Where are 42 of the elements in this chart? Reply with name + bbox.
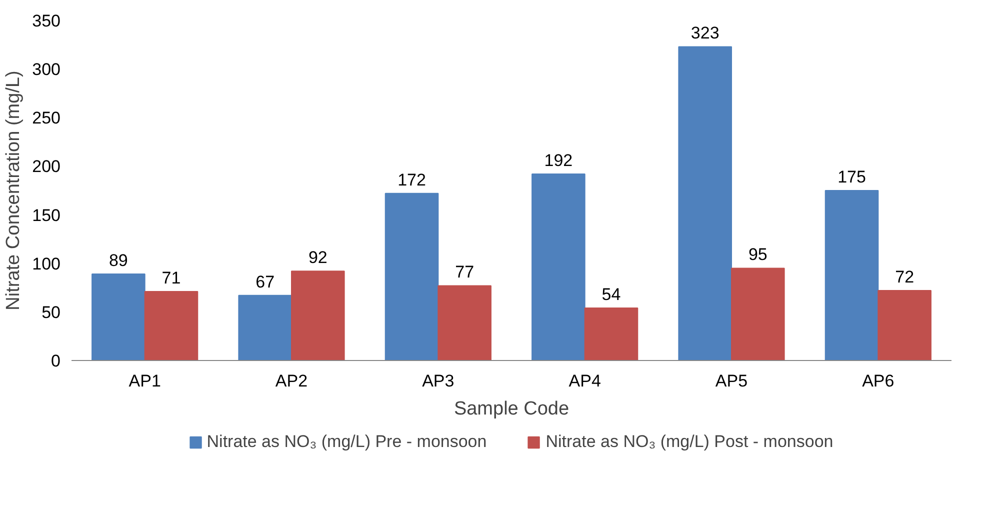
y-tick-label: 200 bbox=[32, 157, 61, 176]
x-tick-label: AP4 bbox=[568, 372, 601, 390]
legend-label: Nitrate as NO₃ (mg/L) Post - monsoon bbox=[546, 432, 834, 452]
data-label: 89 bbox=[108, 251, 128, 270]
x-tick-label: AP2 bbox=[275, 372, 308, 390]
bar bbox=[291, 270, 345, 360]
bar bbox=[584, 308, 638, 360]
data-label: 172 bbox=[398, 170, 426, 190]
bar bbox=[144, 291, 198, 360]
x-tick-label: AP5 bbox=[715, 372, 748, 390]
y-tick-label: 250 bbox=[32, 108, 61, 128]
bar bbox=[878, 290, 932, 360]
y-tick-label: 150 bbox=[32, 206, 61, 225]
data-label: 92 bbox=[308, 248, 328, 268]
bar bbox=[824, 190, 879, 360]
x-tick-label: AP6 bbox=[862, 372, 894, 390]
x-tick-label: AP3 bbox=[422, 372, 454, 390]
data-label: 71 bbox=[162, 268, 181, 288]
y-tick-label: 350 bbox=[32, 12, 61, 30]
bar bbox=[731, 268, 785, 360]
data-label: 175 bbox=[838, 168, 866, 186]
data-label: 77 bbox=[455, 262, 474, 282]
data-label: 323 bbox=[690, 24, 720, 43]
bar bbox=[384, 192, 439, 360]
y-tick-label: 0 bbox=[51, 352, 61, 370]
x-axis-title: Sample Code bbox=[454, 398, 570, 420]
data-label: 54 bbox=[602, 285, 621, 304]
data-label: 192 bbox=[544, 150, 573, 170]
y-tick-label: 100 bbox=[32, 254, 61, 274]
x-tick-label: AP1 bbox=[128, 372, 161, 390]
bar bbox=[532, 173, 586, 360]
bar bbox=[438, 285, 492, 360]
bar bbox=[238, 294, 292, 360]
data-label: 95 bbox=[748, 245, 768, 264]
legend-label: Nitrate as NO₃ (mg/L) Pre - monsoon bbox=[206, 432, 487, 452]
bar bbox=[92, 274, 146, 360]
data-label: 67 bbox=[256, 272, 275, 292]
y-tick-label: 300 bbox=[32, 60, 61, 80]
y-tick-label: 50 bbox=[42, 302, 61, 322]
data-label: 72 bbox=[895, 268, 914, 287]
y-axis-title: Nitrate Concentration (mg/L) bbox=[3, 70, 24, 310]
bar bbox=[678, 46, 732, 360]
